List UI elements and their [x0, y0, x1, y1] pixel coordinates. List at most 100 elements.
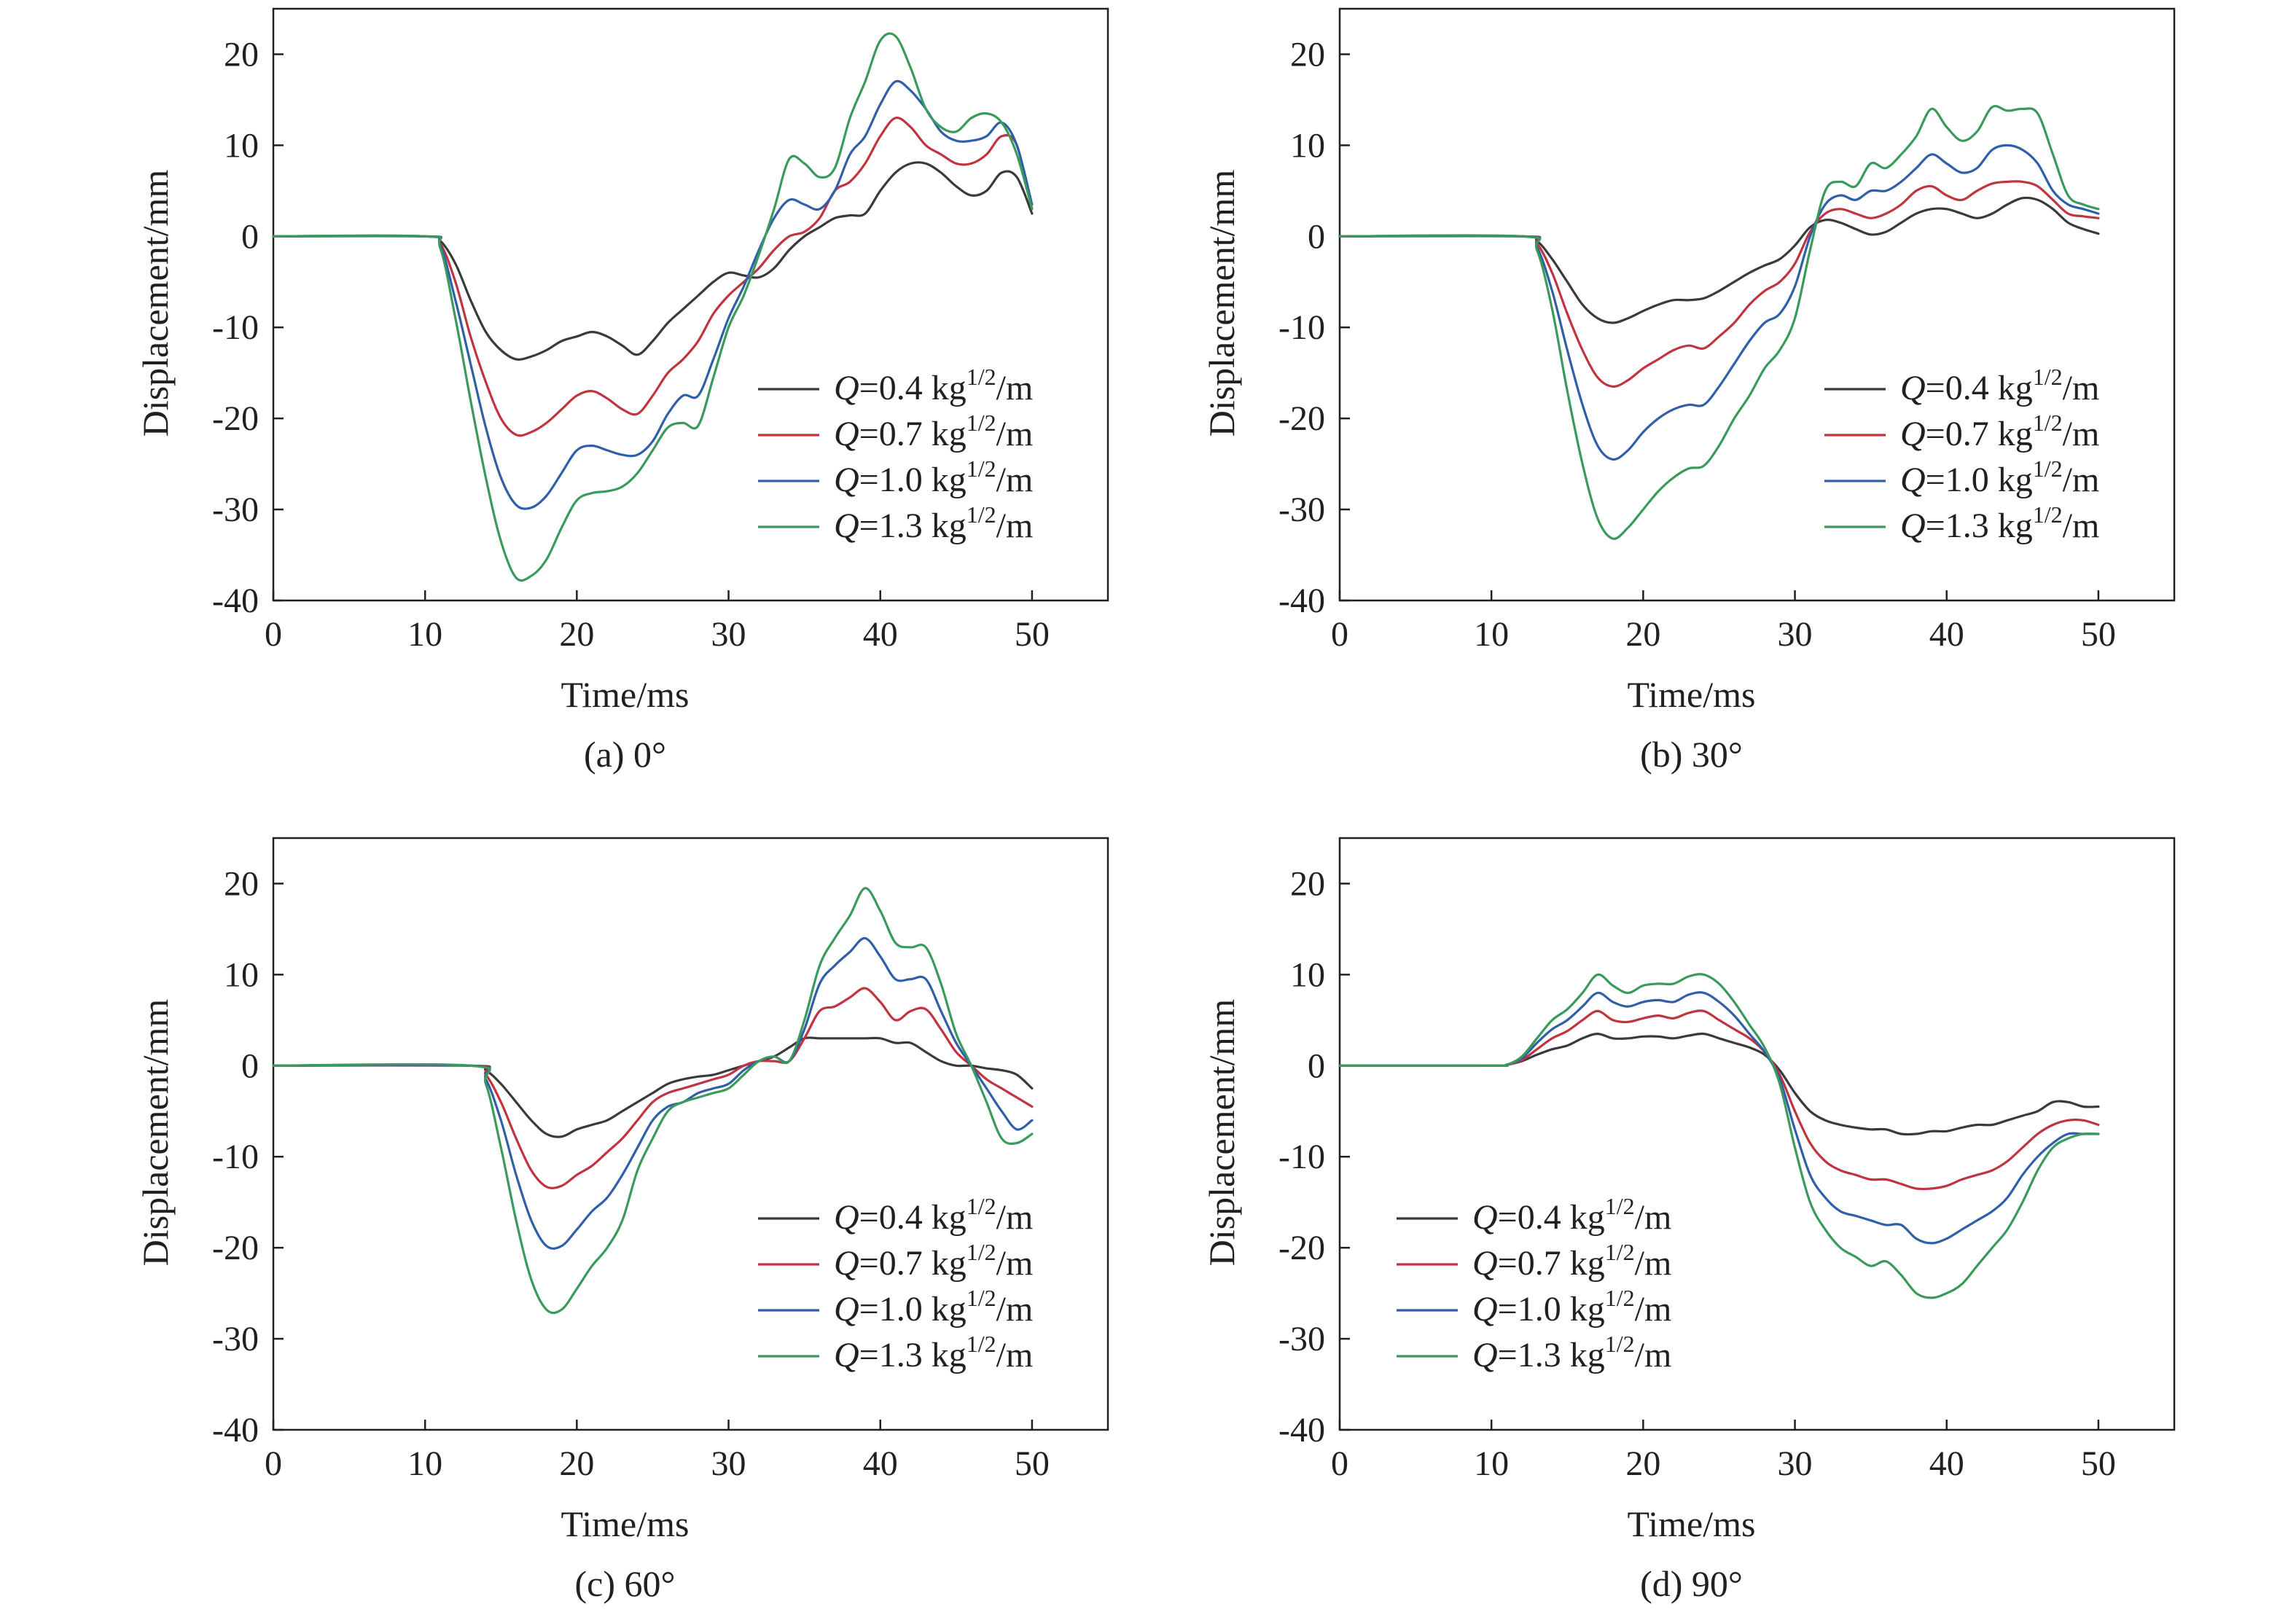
legend-label-unit: /m: [996, 506, 1034, 545]
legend-label: Q=0.7 kg1/2/m: [1900, 410, 2099, 453]
legend-label-unit: /m: [996, 415, 1034, 453]
legend-item-2: Q=0.7 kg1/2/m: [1824, 410, 2099, 453]
x-tick-label: 10: [1474, 615, 1509, 654]
legend-label: Q=0.4 kg1/2/m: [1472, 1193, 1671, 1237]
y-tick-label: -20: [1278, 399, 1325, 438]
chart-panel-4: 0 10 20 30 40 50 -40 -30 -20 -10 0 10 20 Time/ms Displ…: [1201, 837, 2176, 1604]
legend-item-2: Q=0.7 kg1/2/m: [758, 410, 1033, 453]
y-tick-label: -10: [212, 308, 259, 347]
y-tick-label: 0: [241, 217, 259, 256]
legend-label-exponent: 1/2: [967, 364, 996, 390]
legend-label-exponent: 1/2: [967, 410, 996, 436]
y-tick-label: -20: [212, 1229, 259, 1267]
legend-label-value: =0.4 kg: [859, 369, 967, 407]
legend-label-value: =1.0 kg: [859, 1290, 967, 1329]
legend-label-symbol: Q: [1472, 1336, 1498, 1374]
legend-item-1: Q=0.4 kg1/2/m: [1824, 364, 2099, 407]
legend-label-value: =0.7 kg: [1498, 1244, 1605, 1283]
x-tick-label: 40: [863, 1444, 898, 1483]
legend-label-unit: /m: [2063, 506, 2100, 545]
legend-label-symbol: Q: [1472, 1198, 1498, 1237]
x-tick-label: 10: [407, 615, 442, 654]
legend-label-exponent: 1/2: [967, 1239, 996, 1265]
legend-label-exponent: 1/2: [2033, 455, 2063, 482]
legend: Q=0.4 kg1/2/mQ=0.7 kg1/2/mQ=1.0 kg1/2/mQ…: [758, 1193, 1033, 1374]
legend-item-4: Q=1.3 kg1/2/m: [1824, 501, 2099, 545]
plot-frame: [1338, 7, 2176, 602]
chart-caption: (a) 0°: [584, 734, 666, 775]
legend-item-4: Q=1.3 kg1/2/m: [758, 501, 1033, 545]
chart-panel-2: 0 10 20 30 40 50 -40 -30 -20 -10 0 10 20 Time/ms Displ…: [1201, 7, 2176, 775]
legend-label-value: =0.7 kg: [1926, 415, 2033, 453]
legend-label: Q=1.0 kg1/2/m: [834, 455, 1033, 499]
legend-label-symbol: Q: [1900, 461, 1926, 499]
y-tick-label: 0: [241, 1046, 259, 1085]
y-tick-label: -10: [1278, 308, 1325, 347]
series-line-4: [272, 32, 1034, 582]
legend-label-symbol: Q: [834, 1244, 859, 1283]
x-tick-label: 0: [265, 615, 282, 654]
y-tick-label: -40: [212, 582, 259, 620]
series-line-4: [1338, 105, 2100, 540]
series-line-1: [272, 161, 1034, 361]
legend-label-unit: /m: [996, 461, 1034, 499]
legend-label-exponent: 1/2: [967, 1193, 996, 1219]
legend-label-value: =1.0 kg: [1498, 1290, 1605, 1329]
series-line-3: [1338, 991, 2100, 1245]
legend-label-symbol: Q: [1472, 1244, 1498, 1283]
legend-label: Q=1.3 kg1/2/m: [1900, 501, 2099, 545]
legend-label-exponent: 1/2: [1605, 1285, 1635, 1311]
x-tick-label: 20: [1625, 615, 1660, 654]
x-tick-label: 50: [2081, 615, 2116, 654]
legend-label-exponent: 1/2: [967, 501, 996, 528]
legend-item-4: Q=1.3 kg1/2/m: [758, 1331, 1033, 1374]
legend-label: Q=0.7 kg1/2/m: [834, 410, 1033, 453]
x-tick-label: 0: [1331, 1444, 1348, 1483]
legend-label-symbol: Q: [834, 1290, 859, 1329]
legend-label-symbol: Q: [834, 1336, 859, 1374]
x-tick-label: 40: [863, 615, 898, 654]
x-tick-label: 50: [2081, 1444, 2116, 1483]
legend-item-2: Q=0.7 kg1/2/m: [1397, 1239, 1671, 1283]
legend-label-exponent: 1/2: [2033, 364, 2063, 390]
legend-label-symbol: Q: [834, 415, 859, 453]
legend-label-symbol: Q: [1900, 506, 1926, 545]
legend-label-exponent: 1/2: [967, 1285, 996, 1311]
x-tick-label: 30: [1778, 1444, 1813, 1483]
legend-label-symbol: Q: [834, 1198, 859, 1237]
legend-label-unit: /m: [996, 1198, 1034, 1237]
legend-label-unit: /m: [1635, 1244, 1672, 1283]
legend-item-1: Q=0.4 kg1/2/m: [758, 1193, 1033, 1237]
legend-label: Q=0.7 kg1/2/m: [834, 1239, 1033, 1283]
series-line-1: [1338, 196, 2100, 324]
legend-label-value: =1.0 kg: [1926, 461, 2033, 499]
legend-label-value: =0.7 kg: [859, 1244, 967, 1283]
series-line-3: [1338, 144, 2100, 461]
legend-label-unit: /m: [996, 1336, 1034, 1374]
y-tick-label: -10: [1278, 1138, 1325, 1176]
y-axis-title: Displacement/mm: [135, 999, 176, 1267]
x-tick-label: 10: [407, 1444, 442, 1483]
chart-caption: (b) 30°: [1640, 734, 1743, 775]
legend-label-value: =1.3 kg: [859, 506, 967, 545]
legend-label-value: =1.3 kg: [1926, 506, 2033, 545]
x-axis-title: Time/ms: [561, 1503, 689, 1544]
legend-label-exponent: 1/2: [967, 455, 996, 482]
legend-label: Q=1.3 kg1/2/m: [834, 1331, 1033, 1374]
series-line-2: [1338, 1009, 2100, 1191]
legend-label-symbol: Q: [834, 506, 859, 545]
legend-label: Q=1.0 kg1/2/m: [1472, 1285, 1671, 1329]
plot-frame: [272, 837, 1109, 1431]
y-tick-label: -40: [1278, 582, 1325, 620]
legend-label-unit: /m: [996, 369, 1034, 407]
chart-panel-3: 0 10 20 30 40 50 -40 -30 -20 -10 0 10 20 Time/ms Displ…: [135, 837, 1109, 1604]
legend: Q=0.4 kg1/2/mQ=0.7 kg1/2/mQ=1.0 kg1/2/mQ…: [1824, 364, 2099, 545]
legend-label-exponent: 1/2: [1605, 1331, 1635, 1357]
x-tick-label: 30: [711, 615, 746, 654]
x-tick-label: 30: [1778, 615, 1813, 654]
series-line-2: [1338, 180, 2100, 388]
y-tick-label: -20: [212, 399, 259, 438]
legend-item-2: Q=0.7 kg1/2/m: [758, 1239, 1033, 1283]
legend: Q=0.4 kg1/2/mQ=0.7 kg1/2/mQ=1.0 kg1/2/mQ…: [1397, 1193, 1671, 1374]
legend-label-value: =0.7 kg: [859, 415, 967, 453]
